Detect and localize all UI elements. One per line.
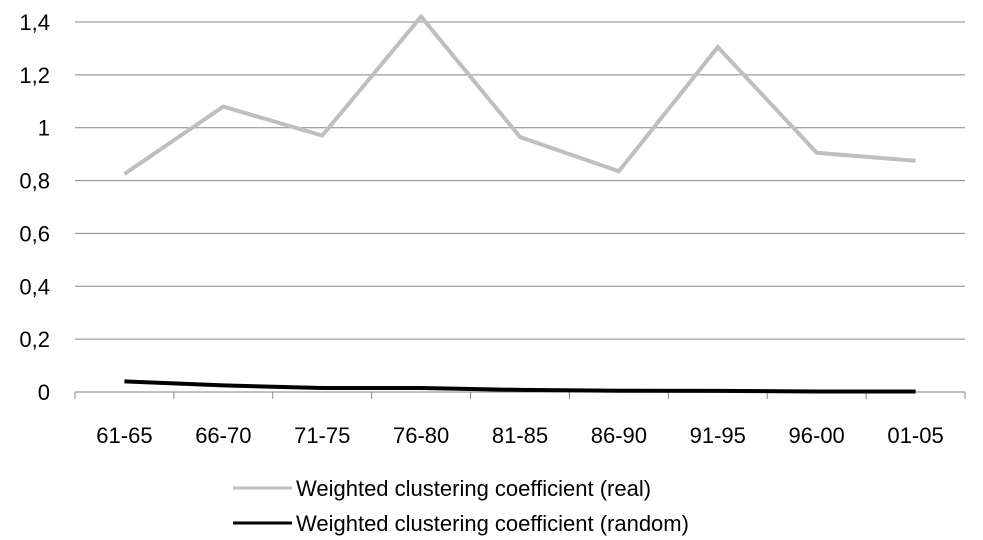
gridlines — [75, 21, 965, 340]
series-line-0 — [123, 13, 916, 176]
y-axis-tick-labels: 0 0,2 0,4 0,6 0,8 1 1,2 1,4 — [19, 10, 50, 405]
x-tick-label: 71-75 — [294, 423, 350, 448]
x-tick-label: 86-90 — [591, 423, 647, 448]
y-tick-label: 0 — [38, 380, 50, 405]
x-tick-label: 76-80 — [393, 423, 449, 448]
legend: Weighted clustering coefficient (real) W… — [233, 476, 689, 536]
x-tick-label: 61-65 — [96, 423, 152, 448]
legend-label-random: Weighted clustering coefficient (random) — [296, 511, 689, 536]
y-tick-label: 0,6 — [19, 221, 50, 246]
x-tick-label: 96-00 — [789, 423, 845, 448]
x-axis-tick-labels: 61-65 66-70 71-75 76-80 81-85 86-90 91-95 96-00… — [96, 423, 943, 448]
y-tick-label: 0,8 — [19, 169, 50, 194]
x-tick-label: 01-05 — [887, 423, 943, 448]
y-tick-label: 1,2 — [19, 63, 50, 88]
y-tick-label: 0,4 — [19, 274, 50, 299]
x-tick-label: 81-85 — [492, 423, 548, 448]
legend-label-real: Weighted clustering coefficient (real) — [296, 476, 651, 501]
series-lines — [123, 13, 916, 394]
y-tick-label: 1,4 — [19, 10, 50, 35]
x-tick-label: 66-70 — [195, 423, 251, 448]
x-tick-label: 91-95 — [690, 423, 746, 448]
y-tick-label: 0,2 — [19, 327, 50, 352]
y-tick-label: 1 — [38, 116, 50, 141]
